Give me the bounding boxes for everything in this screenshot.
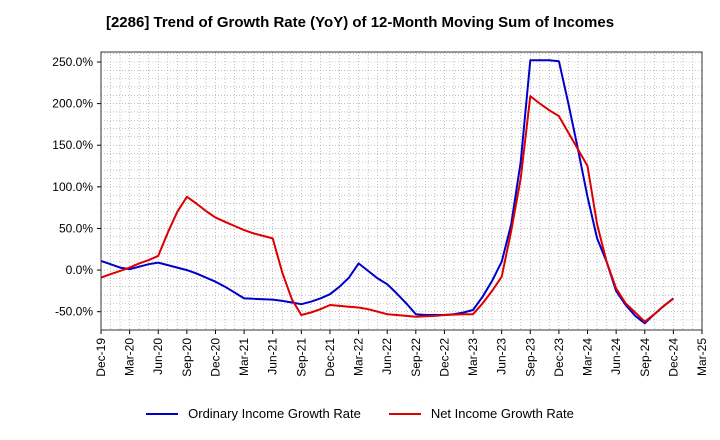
x-tick-label: Sep-20 — [180, 338, 194, 377]
legend-label-ordinary: Ordinary Income Growth Rate — [188, 406, 361, 421]
x-tick-label: Mar-23 — [466, 338, 480, 376]
legend-swatch-net — [388, 412, 421, 415]
plot-frame — [100, 51, 703, 331]
legend-label-net: Net Income Growth Rate — [430, 406, 574, 421]
x-tick-label: Jun-23 — [495, 338, 509, 375]
legend-swatch-ordinary — [146, 412, 179, 415]
y-tick-label: 50.0% — [59, 221, 93, 235]
x-tick-label: Dec-23 — [552, 338, 566, 377]
x-tick-label: Mar-20 — [123, 338, 137, 376]
x-tick-label: Mar-22 — [352, 338, 366, 376]
y-tick-label: 0.0% — [66, 263, 94, 277]
x-tick-label: Sep-21 — [294, 338, 308, 377]
x-tick-label: Dec-19 — [94, 338, 108, 377]
y-tick-label: 200.0% — [52, 97, 93, 111]
x-tick-label: Sep-23 — [523, 338, 537, 377]
legend-item-ordinary: Ordinary Income Growth Rate — [146, 406, 361, 421]
net-income-line — [100, 95, 675, 323]
x-tick-label: Jun-22 — [380, 338, 394, 375]
y-tick-label: -50.0% — [55, 305, 93, 319]
y-tick-label: 150.0% — [52, 138, 93, 152]
x-tick-label: Mar-25 — [695, 338, 709, 376]
y-tick-label: 100.0% — [52, 180, 93, 194]
legend: Ordinary Income Growth Rate Net Income G… — [0, 406, 720, 421]
x-tick-label: Mar-21 — [237, 338, 251, 376]
chart-title: [2286] Trend of Growth Rate (YoY) of 12-… — [105, 14, 615, 31]
x-tick-label: Dec-22 — [437, 338, 451, 377]
y-tick-label: 250.0% — [52, 55, 93, 69]
x-tick-label: Dec-20 — [208, 338, 222, 377]
x-tick-label: Sep-22 — [409, 338, 423, 377]
x-tick-label: Jun-21 — [266, 338, 280, 375]
x-tick-label: Dec-21 — [323, 338, 337, 377]
x-tick-label: Sep-24 — [638, 338, 652, 377]
x-tick-label: Jun-24 — [609, 338, 623, 375]
x-tick-label: Dec-24 — [666, 338, 680, 377]
x-tick-label: Jun-20 — [151, 338, 165, 375]
x-tick-label: Mar-24 — [581, 338, 595, 376]
plot-area — [101, 52, 702, 330]
legend-item-net: Net Income Growth Rate — [388, 406, 574, 421]
